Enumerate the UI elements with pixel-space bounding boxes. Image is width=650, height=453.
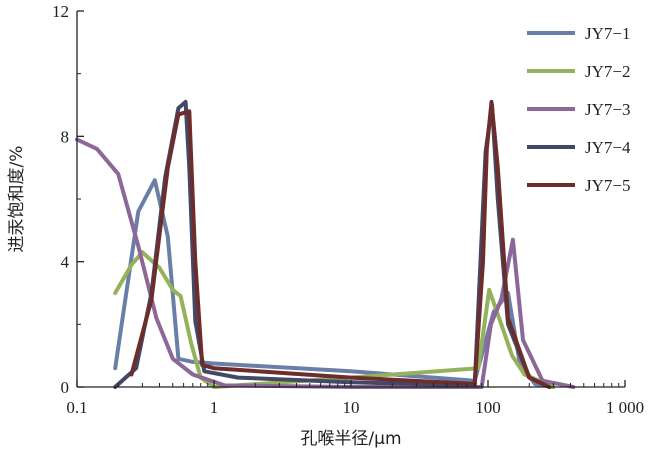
x-tick-label: 100 xyxy=(475,398,501,417)
x-tick-label: 10 xyxy=(343,398,360,417)
legend-label-jy7-2: JY7−2 xyxy=(585,62,630,81)
series-line-jy7-2 xyxy=(113,250,556,389)
y-tick-label: 8 xyxy=(61,127,70,146)
legend: JY7−1 JY7−2 JY7−3 JY7−4 JY7−5 xyxy=(527,24,631,195)
x-axis-title: 孔喉半径/μm xyxy=(300,429,401,449)
legend-label-jy7-5: JY7−5 xyxy=(585,176,630,195)
series-layer xyxy=(75,99,576,389)
ticks-layer: 0.1 1 10 100 1 000 0 4 8 12 xyxy=(52,2,644,417)
series-line-jy7-5 xyxy=(129,99,552,389)
series-line-jy7-3 xyxy=(75,137,576,389)
x-tick-label: 1 xyxy=(210,398,219,417)
legend-label-jy7-4: JY7−4 xyxy=(585,138,631,157)
x-tick-label: 1 000 xyxy=(606,398,644,417)
legend-label-jy7-3: JY7−3 xyxy=(585,100,630,119)
y-tick-label: 0 xyxy=(61,378,70,397)
y-tick-label: 4 xyxy=(61,253,70,272)
y-tick-label: 12 xyxy=(52,2,69,21)
legend-label-jy7-1: JY7−1 xyxy=(585,24,630,43)
y-axis-title: 进汞饱和度/% xyxy=(7,146,27,253)
x-tick-label: 0.1 xyxy=(66,398,87,417)
